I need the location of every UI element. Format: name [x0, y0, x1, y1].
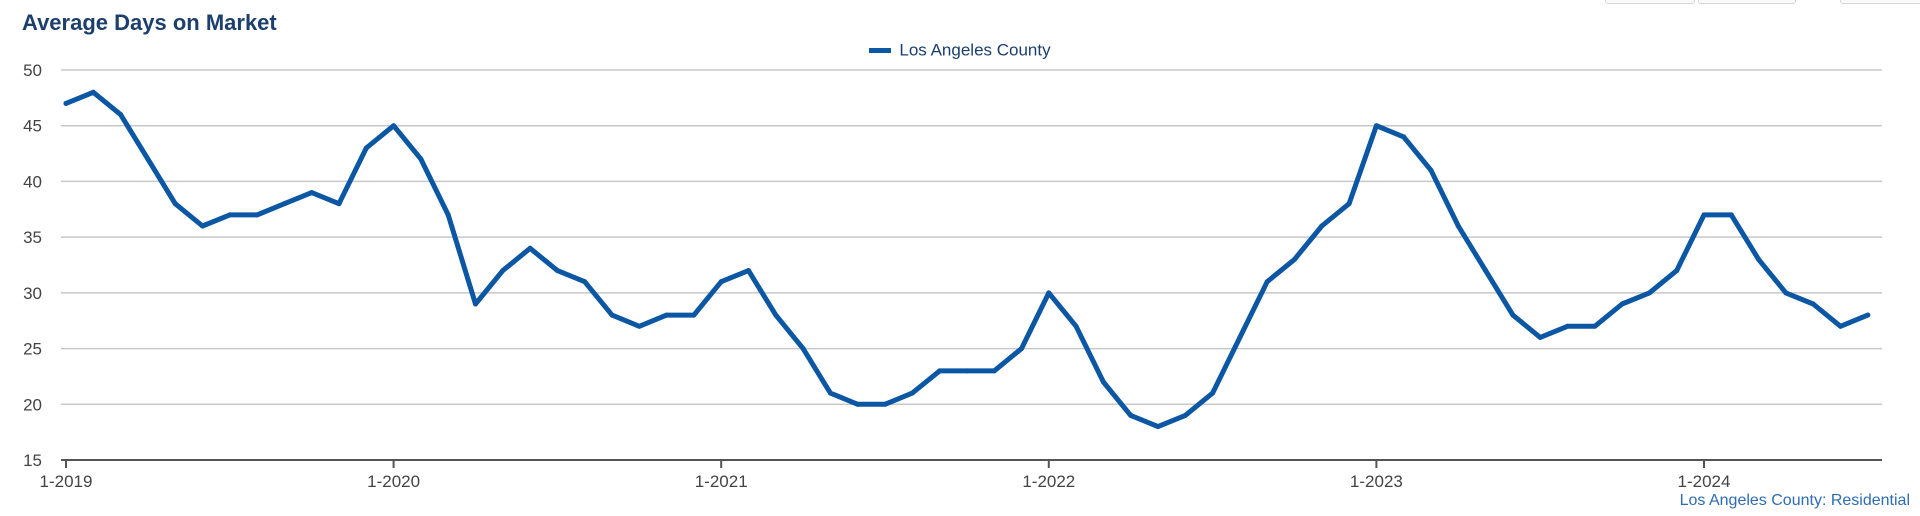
data-point: [664, 312, 670, 318]
data-point: [1756, 256, 1762, 262]
chart-legend[interactable]: Los Angeles County: [0, 40, 1920, 61]
data-point: [1100, 379, 1106, 385]
y-tick-label: 20: [23, 395, 42, 414]
data-point: [718, 279, 724, 285]
y-tick-label: 30: [23, 284, 42, 303]
data-point: [937, 368, 943, 374]
data-point: [1292, 256, 1297, 262]
y-tick-label: 35: [23, 228, 42, 247]
data-point: [1838, 323, 1843, 329]
toolbar-button-fragment[interactable]: [1698, 0, 1796, 4]
data-point: [909, 390, 915, 396]
data-point: [1319, 223, 1325, 229]
data-point: [118, 112, 124, 118]
series-line: [63, 89, 1871, 430]
y-tick-label: 45: [23, 117, 42, 136]
x-tick-label: 1-2021: [695, 472, 748, 491]
data-point: [145, 156, 151, 162]
data-point: [1674, 268, 1680, 274]
data-point: [855, 401, 861, 407]
data-point: [1210, 390, 1216, 396]
x-tick-label: 1-2024: [1678, 472, 1731, 491]
data-point: [1346, 201, 1352, 207]
toolbar-button-fragment[interactable]: [1605, 0, 1695, 4]
data-point: [309, 190, 315, 196]
x-tick-label: 1-2022: [1022, 472, 1075, 491]
data-point: [1237, 334, 1243, 340]
data-point: [90, 89, 96, 95]
data-point: [1565, 323, 1570, 329]
data-point: [1510, 312, 1516, 318]
data-point: [281, 201, 287, 207]
data-point: [172, 201, 178, 207]
data-point: [473, 301, 478, 307]
data-point: [609, 312, 615, 318]
data-point: [1373, 123, 1379, 129]
data-point: [200, 223, 205, 229]
y-tick-label: 25: [23, 340, 42, 359]
data-point: [1783, 290, 1789, 296]
data-point: [1155, 424, 1161, 430]
data-point: [1646, 290, 1652, 296]
data-point: [582, 279, 588, 285]
data-point: [827, 390, 833, 396]
x-tick-label: 1-2019: [40, 472, 93, 491]
data-point: [527, 245, 533, 251]
data-point: [391, 123, 397, 129]
chart-title: Average Days on Market: [22, 10, 277, 35]
data-point: [63, 100, 69, 106]
data-point: [773, 312, 779, 318]
data-point: [1592, 323, 1598, 329]
y-tick-label: 50: [23, 61, 42, 80]
data-point: [500, 268, 506, 274]
data-point: [1019, 346, 1024, 352]
data-point: [336, 201, 342, 207]
data-point: [418, 156, 424, 162]
data-point: [1728, 212, 1734, 218]
data-point: [1483, 268, 1489, 274]
data-point: [991, 368, 997, 374]
data-point: [1537, 334, 1543, 340]
data-point: [691, 312, 697, 318]
data-point: [1619, 301, 1625, 307]
data-point: [1073, 323, 1079, 329]
data-point: [636, 323, 642, 329]
legend-swatch: [869, 48, 892, 54]
y-tick-label: 15: [23, 451, 42, 470]
data-point: [1810, 301, 1816, 307]
toolbar-button-fragment[interactable]: [1840, 0, 1920, 4]
data-point: [1128, 412, 1134, 418]
data-point: [1046, 290, 1052, 296]
data-point: [964, 368, 970, 374]
data-point: [227, 212, 233, 218]
y-tick-label: 40: [23, 172, 42, 191]
x-tick-label: 1-2020: [367, 472, 420, 491]
data-point: [800, 346, 806, 352]
data-point: [1428, 167, 1434, 173]
data-point: [1865, 312, 1871, 318]
data-point: [1182, 412, 1188, 418]
source-note: Los Angeles County: Residential: [1679, 492, 1910, 509]
x-tick-label: 1-2023: [1350, 472, 1403, 491]
data-point: [363, 145, 369, 151]
data-point: [746, 268, 751, 274]
data-point: [1401, 134, 1407, 140]
data-point: [882, 401, 888, 407]
data-point: [1701, 212, 1707, 218]
data-point: [445, 212, 451, 218]
legend-label: Los Angeles County: [899, 40, 1051, 60]
data-point: [254, 212, 260, 218]
data-point: [554, 268, 560, 274]
data-point: [1455, 223, 1461, 229]
data-point: [1264, 279, 1270, 285]
